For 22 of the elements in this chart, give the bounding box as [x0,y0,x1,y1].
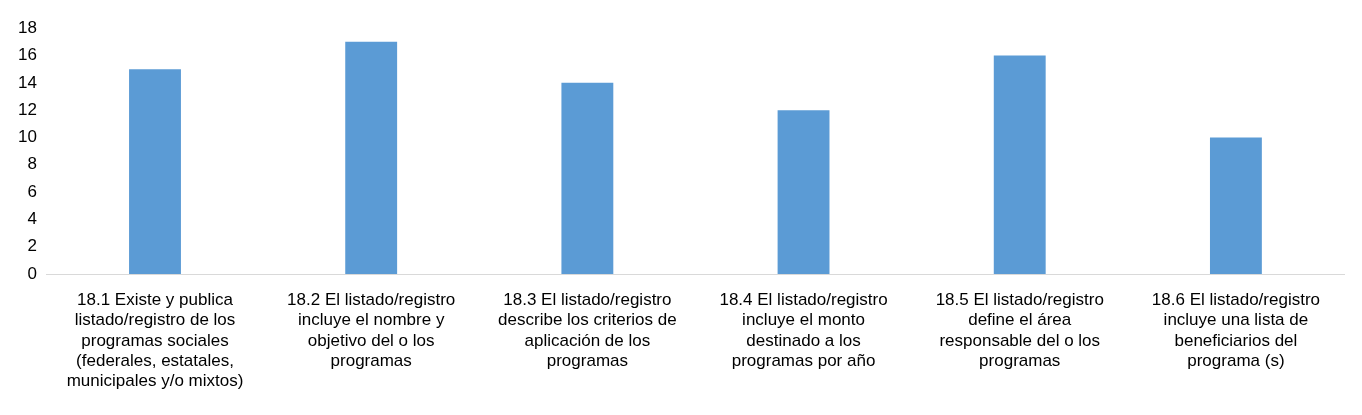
y-tick-label: 0 [27,263,37,283]
y-tick-label: 18 [17,17,37,37]
y-tick-label: 16 [17,45,37,65]
bar [561,82,614,274]
y-tick-label: 8 [27,154,37,174]
y-tick-label: 6 [27,181,37,201]
x-tick-label: 18.3 El listado/registro describe los criterios de aplicación de los programas [498,289,677,371]
x-tick-label: 18.2 El listado/registro incluye el nombre y objetivo del o los programas [287,289,456,371]
y-tick-label: 2 [27,236,37,256]
y-tick-label: 12 [17,99,37,119]
bar [1209,137,1262,274]
y-tick-label: 10 [17,127,37,147]
y-tick-label: 14 [17,72,37,92]
bar [993,55,1046,274]
x-tick-label: 18.4 El listado/registro incluye el monto destinado a los programas por año [719,289,888,371]
x-tick-label: 18.6 El listado/registro incluye una lista de beneficiarios del programa (s) [1151,289,1321,371]
bar [129,69,181,274]
bar [345,41,398,274]
y-tick-label: 4 [27,209,37,229]
x-tick-label: 18.5 El listado/registro define el área responsable del o los programas [935,289,1104,371]
x-tick-label: 18.1 Existe y publica listado/registro de los programas sociales (federales, estatales, municipales y/o mixtos) [66,289,244,391]
bar [777,110,830,274]
